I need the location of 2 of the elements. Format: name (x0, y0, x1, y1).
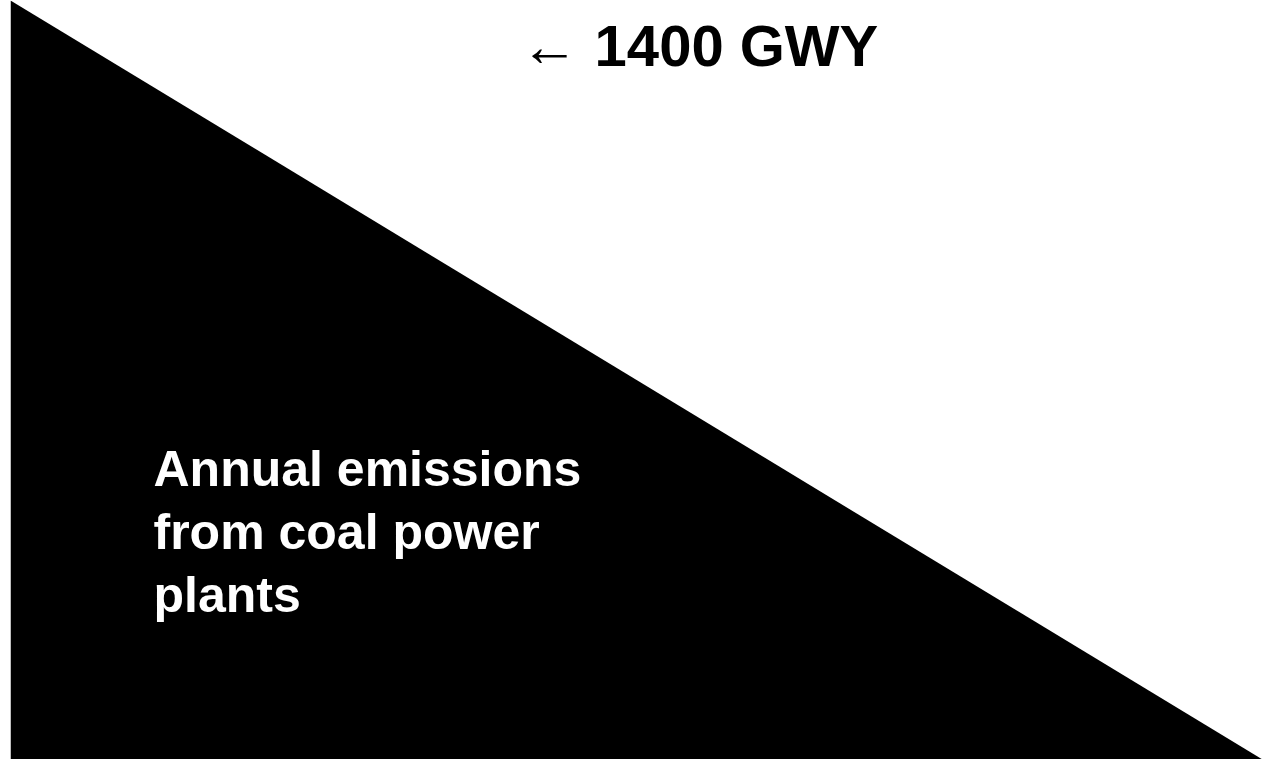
annotation: ← 1400 GWY (520, 13, 879, 78)
series-label: Annual emissions from coal power plants (153, 440, 582, 623)
